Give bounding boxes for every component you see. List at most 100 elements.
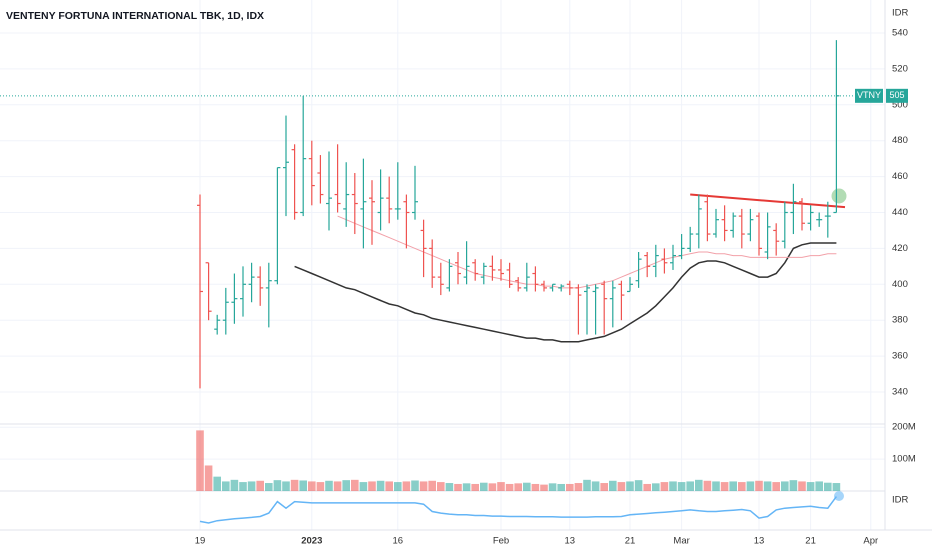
- volume-bar: [213, 476, 221, 491]
- volume-bar: [437, 482, 445, 491]
- volume-bar: [402, 481, 411, 491]
- volume-bar: [419, 481, 428, 491]
- x-tick-label: 13: [565, 536, 576, 547]
- volume-bar: [204, 465, 213, 491]
- volume-bar: [677, 482, 686, 491]
- volume-bar: [488, 483, 497, 491]
- volume-bar: [738, 482, 746, 491]
- volume-bar: [282, 481, 290, 491]
- volume-bar: [832, 483, 841, 491]
- volume-bar: [703, 480, 712, 491]
- y-tick-label: 360: [892, 351, 908, 362]
- volume-bar: [815, 481, 823, 491]
- volume-bar: [781, 481, 789, 491]
- volume-bar: [376, 480, 385, 491]
- volume-bar: [273, 480, 282, 491]
- y-tick-label: 520: [892, 63, 908, 74]
- chart-title: VENTENY FORTUNA INTERNATIONAL TBK, 1D, I…: [6, 10, 264, 22]
- volume-bar: [660, 482, 669, 491]
- volume-bar: [351, 479, 359, 491]
- volume-bar: [462, 483, 471, 491]
- x-tick-label: Mar: [673, 536, 689, 547]
- volume-bar: [634, 480, 643, 491]
- x-tick-label: 21: [625, 536, 636, 547]
- volume-bar: [523, 482, 531, 491]
- volume-bar: [643, 483, 651, 491]
- volume-bar: [729, 481, 737, 491]
- x-tick-label: 19: [195, 536, 206, 547]
- volume-bar: [514, 483, 522, 491]
- volume-bar: [230, 479, 239, 491]
- indicator-line: [199, 496, 838, 524]
- volume-bar: [772, 482, 780, 491]
- volume-bar: [239, 482, 247, 491]
- volume-bar: [540, 484, 548, 491]
- volume-bar: [626, 481, 634, 491]
- x-tick-label: Feb: [493, 536, 509, 547]
- volume-bar: [454, 483, 462, 491]
- y-tick-label: 500: [892, 99, 908, 110]
- volume-bar: [600, 483, 608, 491]
- x-tick-label: 16: [393, 536, 404, 547]
- volume-bar: [256, 480, 264, 491]
- y-tick-label: 540: [892, 28, 908, 39]
- y-tick-label: 380: [892, 315, 908, 326]
- y-tick-label: 400: [892, 279, 908, 290]
- volume-bar: [824, 482, 832, 491]
- volume-bar: [652, 483, 660, 491]
- volume-bar: [789, 480, 798, 491]
- volume-bar: [574, 483, 583, 491]
- volume-bar: [394, 482, 402, 491]
- volume-bar: [798, 481, 806, 491]
- volume-bar: [359, 482, 368, 491]
- volume-bar: [368, 481, 376, 491]
- volume-bar: [385, 481, 393, 491]
- volume-bar: [712, 481, 720, 491]
- volume-bar: [720, 482, 729, 491]
- volume-bar: [480, 482, 488, 491]
- y-tick-label: 480: [892, 135, 908, 146]
- symbol-label: VTNY: [857, 90, 881, 100]
- volume-bar: [505, 483, 514, 491]
- y-tick-label: 440: [892, 207, 908, 218]
- x-tick-label: 13: [754, 536, 765, 547]
- last-price-label: 505: [889, 90, 904, 100]
- volume-bar: [669, 481, 677, 491]
- volume-bar: [316, 482, 325, 491]
- volume-bar: [299, 480, 307, 491]
- volume-bar: [196, 430, 204, 491]
- moving-average: [294, 242, 837, 343]
- signal-marker: [834, 491, 844, 501]
- symbol-badge: [855, 88, 883, 103]
- volume-tick-label: 200M: [892, 422, 916, 433]
- volume-bar: [497, 482, 505, 491]
- volume-bar: [591, 481, 600, 491]
- currency-label: IDR: [892, 8, 909, 19]
- volume-bar: [746, 481, 755, 491]
- volume-bar: [548, 483, 557, 491]
- volume-bar: [695, 479, 703, 491]
- y-tick-label: 420: [892, 243, 908, 254]
- volume-bar: [342, 480, 350, 491]
- x-tick-label: 21: [805, 536, 816, 547]
- volume-bar: [428, 480, 436, 491]
- volume-bar: [445, 483, 454, 491]
- volume-bar: [806, 482, 815, 491]
- signal-marker: [831, 188, 847, 204]
- volume-bar: [471, 483, 479, 491]
- price-badge: [886, 88, 908, 103]
- volume-bar: [308, 481, 316, 491]
- volume-bar: [265, 483, 273, 491]
- x-tick-label: Apr: [863, 536, 878, 547]
- volume-bar: [247, 481, 256, 491]
- volume-bar: [686, 481, 694, 491]
- y-tick-label: 460: [892, 171, 908, 182]
- volume-bar: [290, 479, 299, 491]
- volume-bar: [609, 480, 617, 491]
- volume-bar: [333, 481, 342, 491]
- y-tick-label: 340: [892, 387, 908, 398]
- volume-tick-label: 100M: [892, 454, 916, 465]
- volume-bar: [583, 479, 591, 491]
- volume-bar: [617, 482, 626, 491]
